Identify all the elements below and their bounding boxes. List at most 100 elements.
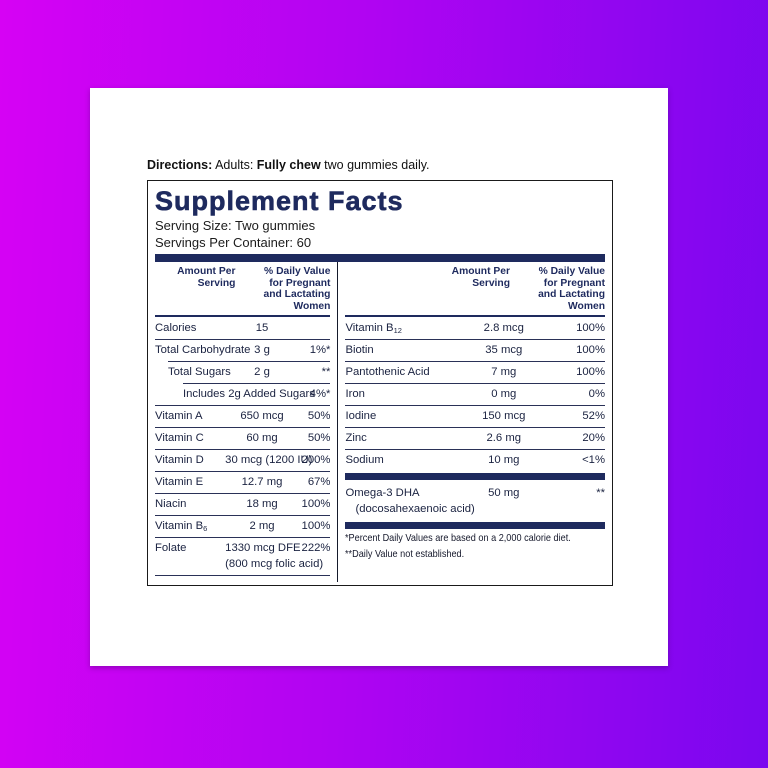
supplement-row: Includes 2g Added Sugars 4%* — [155, 383, 331, 405]
row-label: Vitamin A — [155, 410, 203, 422]
supplement-row: Sodium 10 mg <1% — [345, 449, 605, 471]
left-column: Amount Per Serving % Daily Value for Pre… — [155, 262, 337, 582]
row-label: Iron — [345, 388, 365, 400]
supplement-row: Vitamin A 650 mcg 50% — [155, 405, 331, 427]
row-daily-value: 100% — [576, 344, 605, 356]
supplement-row: Vitamin C 60 mg 50% — [155, 427, 331, 449]
row-daily-value: 100% — [576, 366, 605, 378]
panel-title: Supplement Facts — [155, 186, 404, 217]
supplement-row: Iron 0 mg 0% — [345, 383, 605, 405]
row-label-line2: (docosahexaenoic acid) — [355, 503, 475, 515]
row-amount: 50 mg — [488, 487, 520, 499]
row-daily-value: 0% — [588, 388, 605, 400]
supplement-row: Omega-3 DHA (docosahexaenoic acid) 50 mg ** — [345, 482, 605, 520]
row-daily-value: 4%* — [309, 388, 331, 400]
daily-value-header: % Daily Value for Pregnant and Lactating… — [538, 266, 605, 312]
row-amount: 10 mg — [488, 454, 520, 466]
row-daily-value: 100% — [301, 498, 331, 510]
directions-text-part: Adults: — [212, 158, 257, 172]
thick-divider-bar — [155, 254, 605, 262]
row-daily-value: 100% — [301, 520, 331, 532]
supplement-row: Vitamin E 12.7 mg 67% — [155, 471, 331, 493]
row-amount: 3 g — [254, 344, 270, 356]
directions-bold-text: Fully chew — [256, 158, 321, 172]
row-daily-value: 222% — [301, 542, 331, 554]
supplement-row: Calories 15 — [155, 317, 330, 339]
row-amount: 2 mg — [249, 520, 275, 532]
supplement-row: Total Carbohydrate 3 g 1%* — [155, 339, 331, 361]
thick-divider-bar — [345, 473, 605, 480]
columns-container: Amount Per Serving % Daily Value for Pre… — [155, 262, 605, 582]
supplement-row: Iodine 150 mcg 52% — [345, 405, 605, 427]
row-amount: 60 mg — [246, 432, 278, 444]
row-amount: 1330 mcg DFE — [225, 542, 301, 554]
directions-text-part: two gummies daily. — [320, 158, 430, 172]
row-label: Niacin — [155, 498, 187, 510]
row-amount: 30 mcg (1200 IU) — [225, 454, 313, 466]
supplement-row: Biotin 35 mcg 100% — [345, 339, 605, 361]
row-label: Total Sugars — [168, 366, 231, 378]
right-column: Amount Per Serving % Daily Value for Pre… — [337, 262, 605, 582]
row-label: Folate — [155, 542, 187, 554]
row-label: Includes 2g Added Sugars — [183, 388, 315, 400]
row-daily-value: 50% — [307, 410, 331, 422]
row-label: Pantothenic Acid — [345, 366, 430, 378]
supplement-row: Zinc 2.6 mg 20% — [345, 427, 605, 449]
row-label: Total Carbohydrate — [155, 344, 251, 356]
row-amount: 12.7 mg — [241, 476, 283, 488]
row-label: Vitamin B12 — [345, 322, 402, 335]
row-amount: 18 mg — [246, 498, 278, 510]
serving-size-text: Serving Size: Two gummies — [155, 218, 316, 233]
amount-per-serving-header: Amount Per Serving — [451, 266, 510, 289]
row-amount: 2.8 mcg — [483, 322, 524, 334]
row-amount: 150 mcg — [482, 410, 526, 422]
row-label: Sodium — [345, 454, 384, 466]
row-amount: 650 mcg — [240, 410, 284, 422]
row-daily-value: 50% — [307, 432, 331, 444]
row-label: Zinc — [345, 432, 367, 444]
amount-per-serving-header: Amount Per Serving — [177, 266, 236, 289]
supplement-row: Folate 1330 mcg DFE (800 mcg folic acid) 22… — [155, 537, 331, 575]
supplement-row: Pantothenic Acid 7 mg 100% — [345, 361, 605, 383]
label-card: Directions: Adults: Fully chew two gummi… — [90, 88, 668, 666]
directions-text: Directions: Adults: Fully chew two gummi… — [147, 158, 613, 173]
supplement-row: Total Sugars 2 g ** — [155, 361, 331, 383]
row-daily-value: 20% — [582, 432, 605, 444]
row-daily-value: ** — [321, 366, 331, 378]
left-column-header: Amount Per Serving % Daily Value for Pre… — [155, 264, 331, 317]
label-content: Directions: Adults: Fully chew two gummi… — [147, 158, 613, 586]
left-rows: Calories 15 Total Carbohydrate 3 g 1%* Total … — [155, 317, 331, 576]
row-daily-value: 200% — [301, 454, 331, 466]
row-daily-value: 1%* — [309, 344, 331, 356]
row-daily-value: 52% — [582, 410, 605, 422]
row-amount: 0 mg — [491, 388, 517, 400]
row-daily-value: 100% — [576, 322, 605, 334]
servings-per-container-text: Servings Per Container: 60 — [155, 234, 312, 250]
thick-divider-bar — [345, 522, 605, 529]
row-amount: 2 g — [254, 366, 270, 378]
row-label: Vitamin B6 — [155, 520, 208, 533]
footnote-line: **Daily Value not established. — [345, 547, 605, 563]
supplement-row: Vitamin D 30 mcg (1200 IU) 200% — [155, 449, 331, 471]
supplement-row: Vitamin B12 2.8 mcg 100% — [345, 317, 605, 339]
row-amount-line2: (800 mcg folic acid) — [225, 558, 324, 570]
row-label: Calories — [155, 322, 197, 334]
footnote-line: *Percent Daily Values are based on a 2,0… — [345, 531, 605, 547]
directions-bold-text: Directions: — [147, 158, 213, 172]
row-label: Iodine — [345, 410, 377, 422]
row-amount: 7 mg — [491, 366, 517, 378]
row-label: Vitamin D — [155, 454, 204, 466]
row-label: Biotin — [345, 344, 374, 356]
row-amount: 2.6 mg — [486, 432, 522, 444]
daily-value-header: % Daily Value for Pregnant and Lactating… — [263, 266, 331, 312]
footnote-text: *Percent Daily Values are based on a 2,0… — [345, 532, 572, 544]
row-label: Vitamin C — [155, 432, 204, 444]
supplement-row: Vitamin B6 2 mg 100% — [155, 515, 331, 537]
row-daily-value: 67% — [307, 476, 331, 488]
footnote-text: **Daily Value not established. — [345, 547, 465, 560]
row-amount: 35 mcg — [485, 344, 523, 356]
supplement-row: Niacin 18 mg 100% — [155, 493, 331, 515]
row-daily-value: <1% — [582, 454, 605, 466]
right-column-header: Amount Per Serving % Daily Value for Pre… — [345, 264, 605, 317]
